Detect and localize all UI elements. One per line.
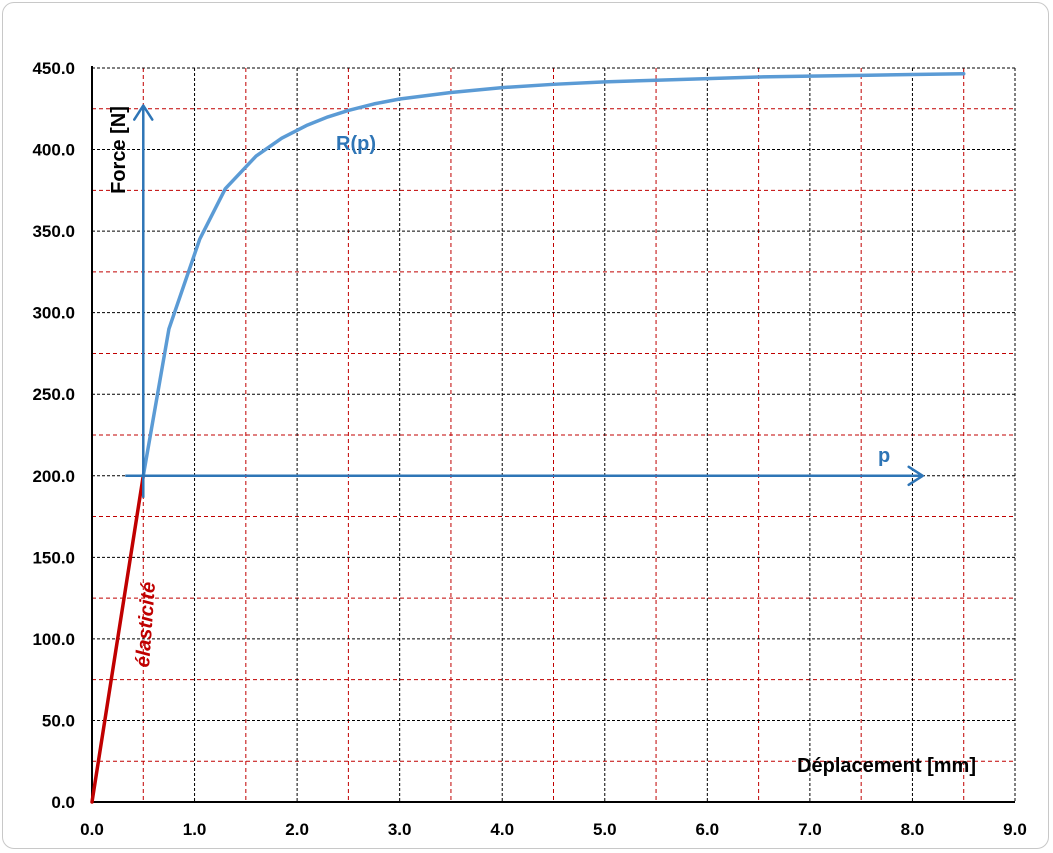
x-tick-label: 9.0 [1003, 820, 1027, 839]
y-tick-label: 400.0 [32, 141, 75, 160]
x-tick-label: 3.0 [388, 820, 412, 839]
elastic-line [90, 474, 146, 804]
tick-labels: 0.0 1.0 2.0 3.0 4.0 5.0 6.0 7.0 8.0 9.0 0.0 50.0 100… [32, 59, 1026, 839]
x-tick-label: 7.0 [798, 820, 822, 839]
x-tick-label: 5.0 [593, 820, 617, 839]
y-tick-label: 250.0 [32, 385, 75, 404]
x-tick-label: 0.0 [80, 820, 104, 839]
x-tick-label: 4.0 [490, 820, 514, 839]
y-tick-label: 300.0 [32, 304, 75, 323]
minor-grid [92, 68, 1015, 802]
y-tick-label: 100.0 [32, 630, 75, 649]
r-p-curve [141, 71, 966, 478]
y-tick-label: 450.0 [32, 59, 75, 78]
arrow-up-icon [133, 104, 154, 121]
elastic-label: élasticité [132, 581, 160, 668]
x-axis-label: Déplacement [mm] [797, 755, 976, 777]
y-tick-label: 0.0 [51, 793, 75, 812]
x-tick-label: 1.0 [183, 820, 207, 839]
major-grid [91, 66, 1016, 803]
y-tick-label: 200.0 [32, 467, 75, 486]
y-axis-label: Force [N] [108, 106, 130, 194]
y-tick-label: 150.0 [32, 548, 75, 567]
plot-area [90, 71, 966, 804]
arrow-right-icon [907, 465, 924, 487]
x-tick-label: 6.0 [696, 820, 720, 839]
curve-label: R(p) [336, 133, 376, 155]
x-tick-label: 8.0 [901, 820, 925, 839]
y-tick-label: 50.0 [42, 711, 75, 730]
x-tick-label: 2.0 [285, 820, 309, 839]
y-tick-label: 350.0 [32, 222, 75, 241]
p-axis-label: p [878, 445, 890, 467]
